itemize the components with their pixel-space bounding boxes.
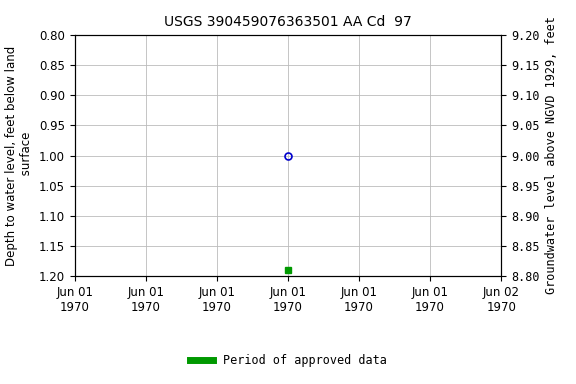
Y-axis label: Depth to water level, feet below land
 surface: Depth to water level, feet below land su… [6,45,33,266]
Legend: Period of approved data: Period of approved data [185,350,391,372]
Y-axis label: Groundwater level above NGVD 1929, feet: Groundwater level above NGVD 1929, feet [545,17,558,295]
Title: USGS 390459076363501 AA Cd  97: USGS 390459076363501 AA Cd 97 [164,15,412,29]
